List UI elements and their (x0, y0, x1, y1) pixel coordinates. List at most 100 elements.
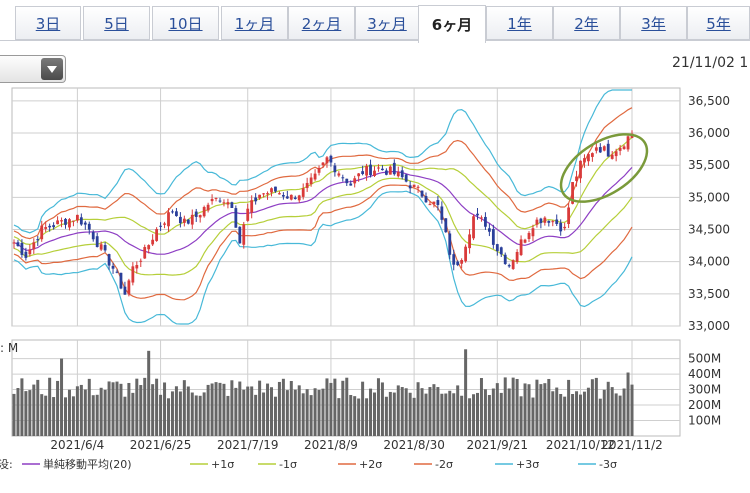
candle-body (515, 251, 519, 262)
candle-body (95, 236, 99, 248)
date-tick-label: 2021/6/25 (130, 438, 192, 452)
candle-body (301, 188, 305, 197)
volume-bar (400, 387, 404, 436)
candle-body (289, 194, 293, 200)
candle-body (36, 239, 40, 241)
tab-11[interactable]: 5年 (687, 6, 750, 40)
volume-bar (420, 388, 424, 436)
candle-body (79, 217, 83, 225)
minus-3-sigma-line (13, 190, 633, 325)
volume-bar (44, 395, 48, 436)
tab-7[interactable]: 6ヶ月 (418, 5, 486, 43)
volume-bar (103, 389, 107, 436)
candle-body (12, 242, 16, 244)
volume-bar (590, 379, 594, 436)
tab-8[interactable]: 1年 (486, 6, 553, 40)
volume-bar (190, 392, 194, 436)
volume-bar (254, 394, 258, 436)
tab-2[interactable]: 5日 (83, 6, 150, 40)
candle-body (131, 266, 135, 283)
volume-bar (408, 392, 412, 436)
candle-body (503, 254, 507, 265)
tab-9[interactable]: 2年 (553, 6, 620, 40)
tab-6[interactable]: 3ヶ月 (355, 6, 419, 40)
tab-10[interactable]: 3年 (620, 6, 687, 40)
volume-bar (246, 386, 250, 436)
candle-body (349, 183, 353, 186)
volume-bar (202, 392, 206, 436)
volume-bar (64, 397, 67, 436)
chevron-down-icon[interactable] (41, 58, 63, 80)
legend-prefix: 没: (0, 458, 13, 471)
tab-1[interactable]: 3日 (15, 6, 81, 40)
volume-bar (325, 378, 329, 436)
indicator-dropdown[interactable] (0, 55, 66, 83)
candle-body (579, 160, 582, 179)
volume-bar (186, 386, 190, 436)
candle-body (309, 177, 313, 185)
plus-3-sigma-line (13, 89, 632, 234)
candle-body (614, 151, 618, 157)
candle-body (484, 216, 487, 227)
candle-body (178, 216, 182, 224)
tab-5[interactable]: 2ヶ月 (288, 6, 355, 40)
candle-body (321, 162, 325, 166)
candle-body (258, 194, 262, 199)
volume-bar (87, 378, 91, 436)
candle-body (182, 218, 186, 223)
candle-body (567, 207, 571, 224)
volume-bar (523, 383, 527, 436)
candle-body (127, 280, 131, 295)
candle-body (40, 225, 44, 240)
candle-body (293, 197, 297, 199)
volume-bar (178, 391, 182, 436)
volume-bar (24, 391, 28, 436)
candle-body (535, 219, 539, 225)
price-tick-label: 33,000 (688, 319, 730, 333)
price-tick-label: 36,500 (688, 94, 730, 108)
volume-bar (495, 383, 499, 436)
volume-bar (432, 384, 436, 436)
candle-body (254, 197, 258, 202)
volume-bar (499, 392, 503, 436)
volume-bar (52, 397, 56, 436)
volume-bar (606, 381, 610, 436)
period-tab-bar: 3日 5日 10日 1ヶ月 2ヶ月 3ヶ月 6ヶ月 1年 2年 3年 5年 (0, 0, 750, 44)
candle-body (230, 202, 234, 209)
volume-bar (159, 394, 163, 436)
volume-bar (388, 391, 392, 436)
candle-body (305, 182, 309, 189)
volume-bar (543, 383, 547, 436)
candle-body (507, 265, 511, 267)
volume-bar (226, 395, 230, 436)
candle-body (278, 193, 281, 195)
volume-bar (36, 379, 40, 436)
candle-body (20, 242, 24, 255)
candle-body (171, 211, 174, 213)
volume-bar (404, 388, 408, 436)
candle-body (448, 233, 452, 255)
tab-bar-divider (0, 40, 750, 41)
candle-body (392, 162, 396, 175)
candle-body (186, 219, 190, 224)
volume-bar (380, 382, 384, 436)
candle-body (341, 177, 345, 179)
price-tick-label: 34,000 (688, 255, 730, 269)
tab-3[interactable]: 10日 (152, 6, 219, 40)
volume-bar (214, 382, 218, 436)
volume-bar (206, 384, 210, 436)
volume-bar (365, 398, 369, 436)
volume-bar (313, 388, 317, 436)
candle-body (499, 247, 503, 255)
volume-bar (107, 381, 111, 436)
volume-bar (622, 388, 626, 436)
legend-label: -2σ (435, 458, 453, 471)
candle-body (436, 200, 440, 205)
candle-body (44, 227, 48, 229)
volume-bar (262, 392, 266, 436)
tab-4[interactable]: 1ヶ月 (221, 6, 288, 40)
candle-body (210, 198, 214, 202)
candle-body (226, 202, 230, 205)
candle-body (250, 200, 254, 213)
